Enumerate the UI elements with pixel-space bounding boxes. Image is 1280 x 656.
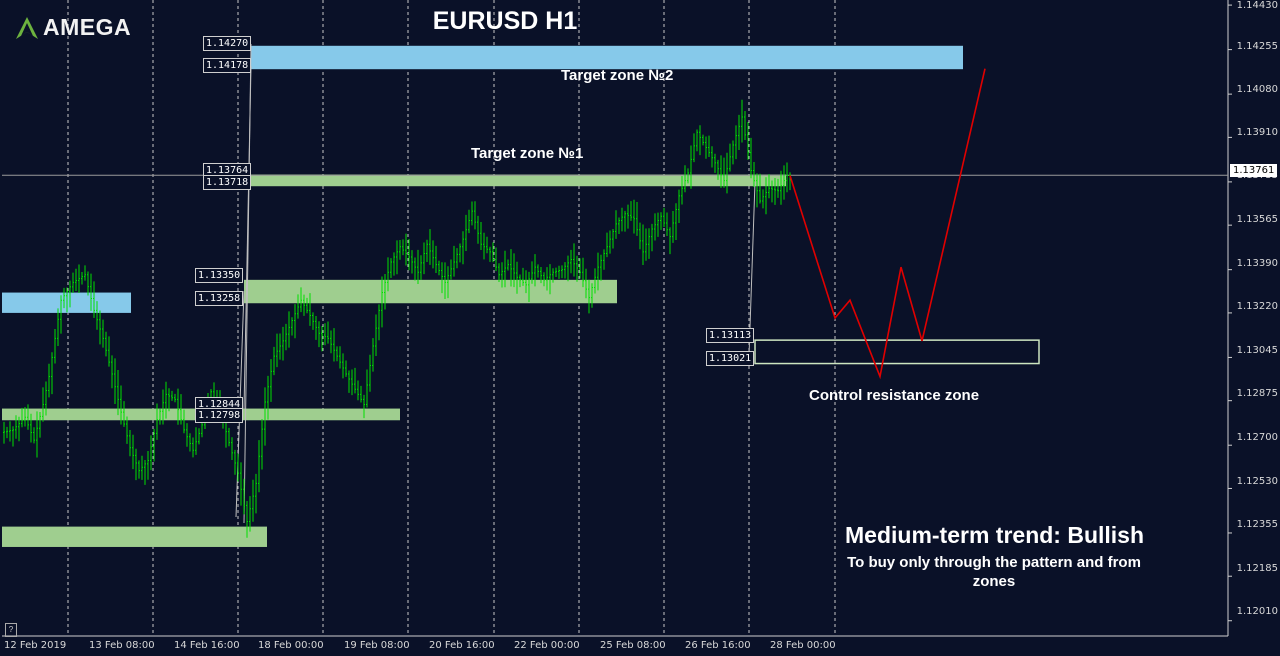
zone-rect: [251, 45, 963, 70]
zone-rect: [754, 339, 1040, 365]
chart-title: EURUSD H1: [432, 7, 578, 35]
scroll-toggle-icon[interactable]: ?: [5, 623, 17, 637]
y-tick-label: 1.14080: [1236, 84, 1278, 95]
price-label: 1.13350: [195, 268, 244, 283]
y-tick-label: 1.14255: [1236, 41, 1278, 52]
connector-line: [748, 181, 756, 357]
y-tick-label: 1.12875: [1236, 388, 1278, 399]
x-tick-label: 13 Feb 08:00: [89, 640, 155, 651]
logo-text: AMEGA: [43, 14, 132, 40]
control-zone-label: Control resistance zone: [809, 387, 980, 404]
x-tick-label: 25 Feb 08:00: [600, 640, 666, 651]
zone-rect: [251, 174, 786, 187]
y-tick-label: 1.12700: [1236, 432, 1278, 443]
trend-advice: To buy only through the pattern and from…: [847, 554, 1141, 590]
y-tick-label: 1.12355: [1236, 519, 1278, 530]
logo: AMEGA: [14, 14, 131, 41]
x-tick-label: 19 Feb 08:00: [344, 640, 410, 651]
y-tick-label: 1.12530: [1236, 476, 1278, 487]
x-tick-label: 18 Feb 00:00: [258, 640, 324, 651]
x-tick-label: 26 Feb 16:00: [685, 640, 751, 651]
y-tick-label: 1.13220: [1236, 301, 1278, 312]
forecast-line: [789, 68, 986, 380]
price-label: 1.13113: [706, 328, 755, 343]
price-label: 1.13258: [195, 291, 244, 306]
x-tick-label: 28 Feb 00:00: [770, 640, 836, 651]
target-zone-2-label: Target zone №2: [561, 67, 674, 84]
price-label: 1.14270: [203, 36, 252, 51]
price-label: 1.12798: [195, 408, 244, 423]
y-tick-label: 1.12185: [1236, 563, 1278, 574]
price-label: 1.14178: [203, 58, 252, 73]
trend-heading: Medium-term trend: Bullish: [845, 522, 1145, 548]
y-tick-label: 1.13565: [1236, 214, 1278, 225]
y-tick-label: 1.13910: [1236, 127, 1278, 138]
y-tick-label: 1.13045: [1236, 345, 1278, 356]
y-tick-label: 1.13390: [1236, 258, 1278, 269]
amega-logo-icon: [16, 16, 38, 39]
x-tick-label: 12 Feb 2019: [4, 640, 67, 651]
target-zone-1-label: Target zone №1: [471, 145, 584, 162]
x-tick-label: 14 Feb 16:00: [174, 640, 240, 651]
price-label: 1.13021: [706, 351, 755, 366]
x-tick-label: 20 Feb 16:00: [429, 640, 495, 651]
y-tick-label: 1.14430: [1236, 0, 1278, 11]
connector-line: [243, 65, 252, 410]
x-tick-label: 22 Feb 00:00: [514, 640, 580, 651]
y-tick-label: 1.12010: [1236, 606, 1278, 617]
price-label: 1.13718: [203, 175, 252, 190]
zone-rect: [244, 279, 617, 304]
zone-rect: [2, 526, 267, 547]
current-price-marker: 1.13761: [1230, 164, 1278, 177]
